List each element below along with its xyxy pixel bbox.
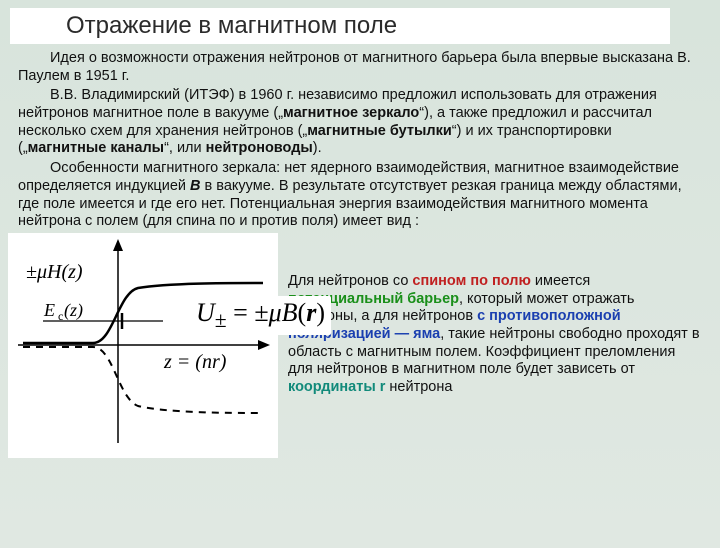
r1: Для нейтронов со	[288, 273, 412, 289]
coord-r: координаты r	[288, 379, 385, 395]
ec-sub: c	[58, 309, 63, 323]
slide-title: Отражение в магнитном поле	[10, 8, 670, 44]
paragraph-3: Особенности магнитного зеркала: нет ядер…	[18, 160, 702, 231]
figure-row: ±μH(z) E c (z) z = (nr) Для нейтронов со…	[0, 233, 720, 458]
r3: имеется	[531, 273, 590, 289]
paragraph-2: В.В. Владимирский (ИТЭФ) в 1960 г. незав…	[18, 87, 702, 158]
ec-label: E	[43, 300, 55, 320]
r9: нейтрона	[385, 379, 452, 395]
term-bottles: магнитные бутылки	[307, 123, 452, 139]
spin-along: спином по полю	[412, 273, 530, 289]
body-text-block: Идея о возможности отражения нейтронов о…	[0, 44, 720, 231]
term-mirror: магнитное зеркало	[283, 105, 419, 121]
right-text-block: Для нейтронов со спином по полю имеется …	[278, 233, 706, 458]
ec-z: (z)	[64, 300, 83, 321]
paragraph-1: Идея о возможности отражения нейтронов о…	[18, 50, 702, 85]
y-axis-label: ±μH(z)	[26, 261, 83, 283]
term-guides: нейтроноводы	[206, 140, 313, 156]
x-axis-label: z = (nr)	[163, 351, 227, 373]
formula: U± = ±μB(r)	[190, 296, 331, 335]
p2-i: ).	[313, 140, 322, 156]
p1-text: Идея о возможности отражения нейтронов о…	[18, 50, 691, 84]
potential-graph: ±μH(z) E c (z) z = (nr)	[8, 233, 278, 458]
induction-b: B	[190, 178, 200, 194]
term-channels: магнитные каналы	[28, 140, 164, 156]
p2-g: “, или	[164, 140, 206, 156]
